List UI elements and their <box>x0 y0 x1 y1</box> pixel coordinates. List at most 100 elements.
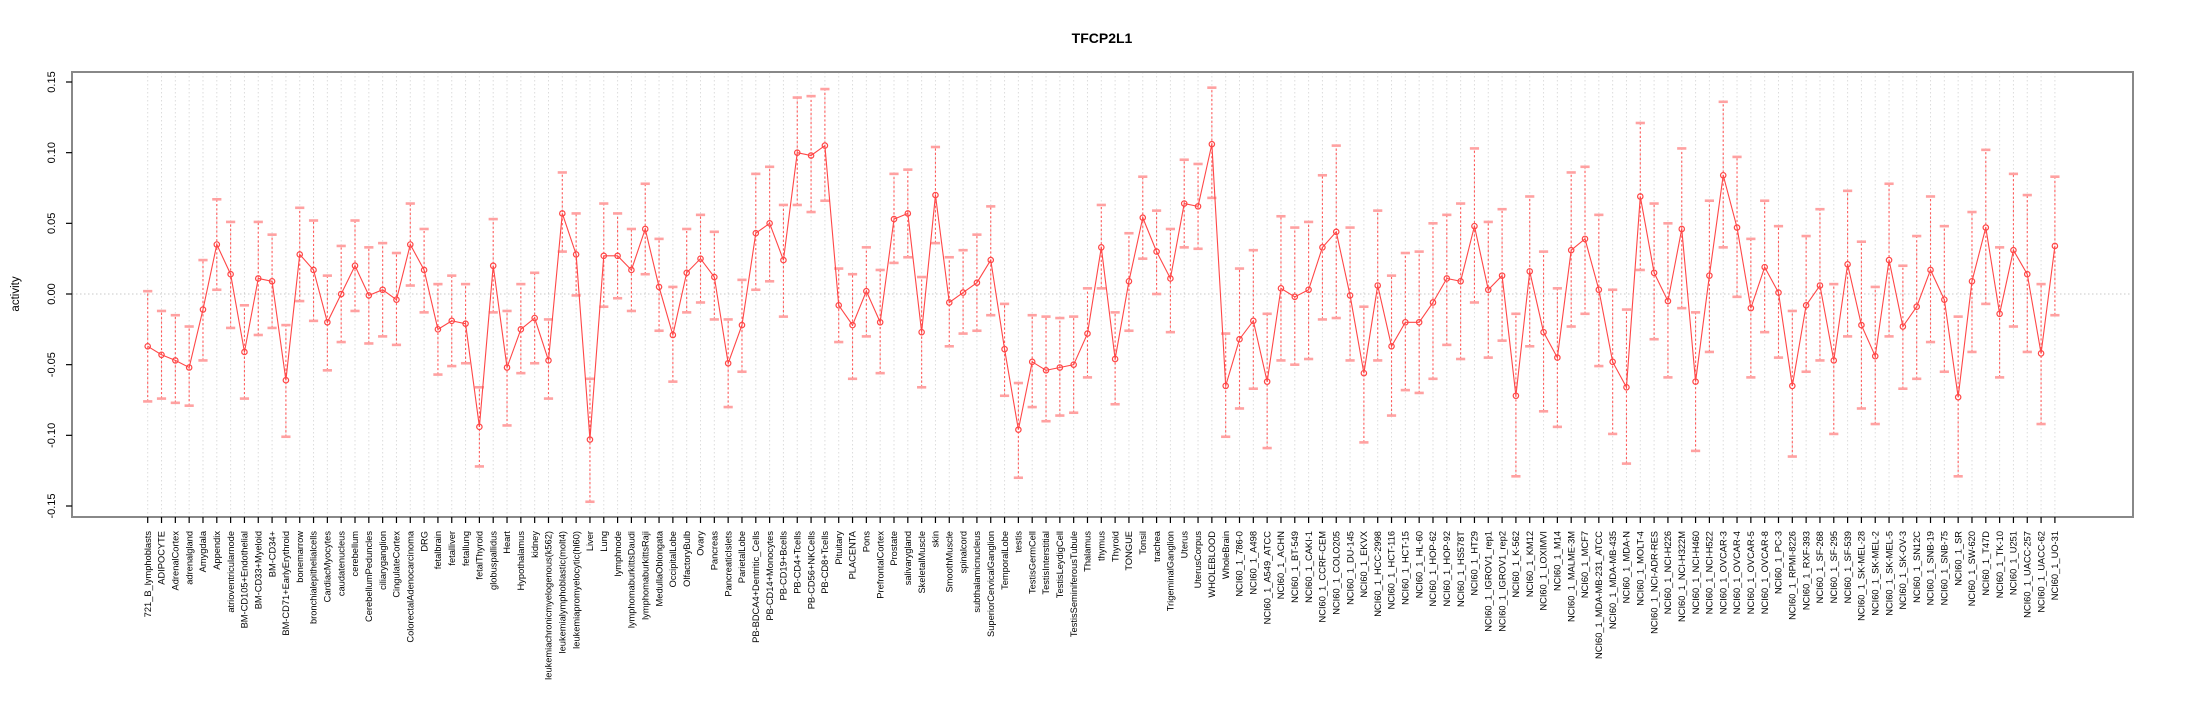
error-bar <box>958 248 968 335</box>
data-point <box>738 321 746 329</box>
x-tick-label: TrigeminalGanglion <box>1166 531 1176 611</box>
error-bar <box>1165 227 1176 334</box>
data-point <box>1982 224 1990 231</box>
data-point <box>1498 272 1506 279</box>
x-tick-label: fetallung <box>461 531 471 566</box>
x-tick-label: NCI60_1_MDA-MB-435 <box>1608 531 1618 629</box>
x-tick-label: PLACENTA <box>848 530 858 579</box>
error-bar <box>1027 313 1037 409</box>
x-tick-label: NCI60_1_MDA-MB-231_ATCC <box>1594 531 1604 659</box>
error-bar <box>253 220 263 337</box>
x-tick-label: TestisInterstitial <box>1041 531 1051 595</box>
data-point <box>1360 369 1368 377</box>
x-tick-label: cerebellum <box>350 531 360 577</box>
data-point <box>945 299 953 306</box>
x-tick-label: Thyroid <box>1110 531 1120 562</box>
error-bar <box>1566 171 1576 328</box>
data-point <box>1222 382 1229 390</box>
error-bar <box>1456 202 1466 361</box>
x-tick-label: Thalamus <box>1083 531 1093 572</box>
data-point <box>1208 140 1216 148</box>
error-bar <box>806 94 816 214</box>
y-tick-label: -0.10 <box>46 423 58 448</box>
error-bar <box>1193 162 1203 251</box>
error-bar <box>1096 203 1106 290</box>
data-point <box>752 229 760 237</box>
x-tick-label: TestisGermCell <box>1027 531 1037 594</box>
error-bar <box>1580 165 1590 316</box>
x-tick-label: BM-CD34+ <box>267 531 277 577</box>
data-point <box>406 241 414 248</box>
data-point <box>1070 361 1077 368</box>
error-bars <box>143 86 2060 504</box>
x-tick-label: PB-CD56+NKCells <box>806 531 816 610</box>
data-point <box>503 364 511 371</box>
data-point <box>1291 293 1299 301</box>
x-tick-label: thymus <box>1097 531 1107 561</box>
error-bar <box>820 87 830 203</box>
data-point <box>1429 299 1437 306</box>
x-tick-label: NCI60_1_TK-10 <box>1995 531 2005 598</box>
data-point <box>904 210 912 217</box>
data-point <box>1526 268 1534 275</box>
x-tick-label: fetalbrain <box>433 531 443 569</box>
data-point <box>1595 286 1603 294</box>
data-point <box>641 225 649 233</box>
error-bar <box>460 282 471 365</box>
data-point <box>1042 367 1050 374</box>
x-tick-label: fetalliver <box>447 531 457 566</box>
error-bar <box>847 272 858 381</box>
error-bar <box>1760 199 1770 334</box>
plot-area: 0.15 0.10 0.05 0.00 -0.05 -0.10 -0.15 721_B_lym… <box>46 71 2134 680</box>
x-tick-label: NCI60_1_OVCAR-5 <box>1746 531 1756 614</box>
error-bar <box>2022 193 2032 354</box>
x-tick-label: NCI60_1_K-562 <box>1511 531 1521 598</box>
x-tick-label: NCI60_1_UACC-62 <box>2036 531 2046 613</box>
data-point <box>1623 383 1630 391</box>
x-tick-label: NCI60_1_A498 <box>1249 531 1259 595</box>
series-line <box>147 144 2056 440</box>
x-tick-label: NCI60_1_OVCAR-8 <box>1760 531 1770 614</box>
data-point <box>1484 286 1492 294</box>
data-point <box>1125 277 1133 285</box>
data-point <box>1927 266 1934 274</box>
error-bar <box>267 233 277 330</box>
error-bar <box>1179 158 1189 249</box>
y-tick-label: 0.05 <box>46 213 58 234</box>
data-point <box>1443 275 1451 282</box>
data-point <box>849 321 856 329</box>
data-point <box>669 331 677 339</box>
x-tick-label: NCI60_1_MOLT-4 <box>1635 531 1645 606</box>
x-tick-label: NCI60_1_A549_ATCC <box>1262 531 1272 625</box>
error-bar <box>1552 287 1562 429</box>
x-tick-label: spinalcord <box>958 531 968 573</box>
error-bar <box>1359 305 1369 444</box>
error-bar <box>2050 175 2060 317</box>
x-tick-label: NCI60_1_EKVX <box>1359 531 1369 598</box>
x-tick-label: PB-CD8+Tcells <box>820 531 830 594</box>
x-tick-label: PB-CD14+Monocytes <box>765 531 775 621</box>
data-point <box>1789 382 1796 390</box>
x-tick-label: NCI60_1_HCT-15 <box>1401 531 1411 605</box>
data-point <box>296 251 304 258</box>
data-point <box>1512 392 1520 400</box>
x-tick-label: NCI60_1_CCRF-CEM <box>1318 531 1328 622</box>
error-bar <box>1635 121 1645 272</box>
x-tick-label: salivarygland <box>903 531 913 585</box>
data-point <box>1457 277 1464 285</box>
data-point <box>1609 358 1616 366</box>
x-tick-label: NCI60_1_SF-268 <box>1815 531 1825 603</box>
x-tick-label: NCI60_1_UACC-257 <box>2022 531 2032 618</box>
x-tick-label: WHOLEBLOOD <box>1207 531 1217 598</box>
x-tick-label: PB-BDCA4+Dentritic_Cells <box>751 531 761 643</box>
data-point <box>1775 289 1782 296</box>
error-bar <box>1981 148 1991 306</box>
data-point <box>1954 393 1962 401</box>
data-point <box>2023 270 2031 278</box>
x-tick-label: globuspallidus <box>488 531 498 590</box>
x-tick-label: NCI60_1_NCI-H226 <box>1663 531 1673 614</box>
data-point <box>1084 330 1091 337</box>
x-tick-label: leukemiapromyelocytic(hl60) <box>571 531 581 649</box>
x-tick-label: BM-CD71+EarlyErythroid <box>281 531 291 636</box>
error-bar <box>1304 220 1314 361</box>
